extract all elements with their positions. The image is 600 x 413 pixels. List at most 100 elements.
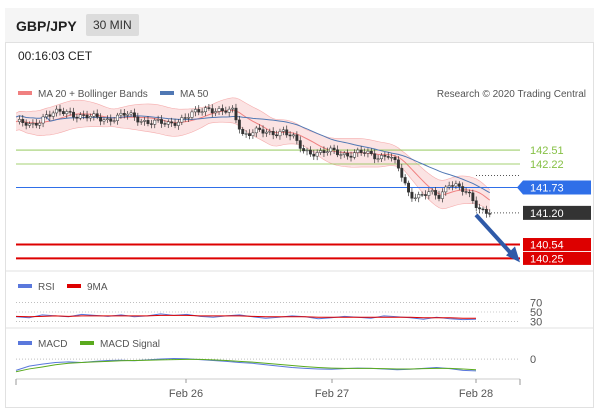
ma50-legend-swatch [160,91,174,95]
candle-body [173,122,177,126]
candle-body [21,119,25,123]
candle-body [430,190,434,193]
macd-legend-swatch [18,341,32,345]
candle-body [447,185,451,188]
candle-body [363,152,367,154]
candle-body [474,200,478,208]
rsi-ma-legend-swatch [67,284,81,288]
candle-body [58,108,62,112]
candle-body [346,152,350,157]
support-level-label: 140.25 [530,253,564,265]
resistance-level-label: 142.22 [530,159,564,171]
candle-body [322,150,326,153]
candle-body [454,183,458,187]
candle-body [468,191,471,194]
candle-body [163,123,167,125]
candle-body [471,192,475,202]
candle-body [308,149,312,155]
x-tick-label: Feb 26 [169,388,203,400]
support-level-tag [523,251,591,265]
candle-body [129,112,133,115]
candle-body [227,108,231,113]
bollinger-legend-label: MA 20 + Bollinger Bands [38,89,148,100]
candle-body [24,122,28,126]
candle-body [207,107,211,109]
candle-body [484,208,488,214]
clock-readout: 00:16:03 CET [18,49,93,63]
candle-body [386,156,390,158]
candle-body [95,113,99,118]
candle-body [75,116,79,119]
candle-body [68,111,72,113]
candle-body [281,129,285,132]
candle-body [146,120,150,124]
candle-body [139,121,143,123]
candle-body [99,116,103,122]
support-level-label: 140.54 [530,240,564,252]
candle-body [424,194,427,196]
macd-panel: 0 [15,354,536,373]
candle-body [72,111,75,118]
candle-body [116,114,119,121]
candle-body [332,147,336,151]
candle-body [366,150,370,154]
candle-body [234,107,238,121]
rsi-ma-legend-label: 9MA [87,282,108,293]
forecast-arrow-head [506,246,520,263]
candle-body [126,113,130,116]
candle-body [82,114,86,116]
rsi-legend-swatch [18,284,32,288]
candle-body [119,112,123,116]
candle-body [214,111,218,114]
candle-body [85,114,89,119]
candle-body [78,114,82,119]
ma50-legend-label: MA 50 [180,89,209,100]
candle-body [166,121,170,125]
candle-body [342,152,346,155]
candle-body [251,132,255,136]
timeframe-button[interactable]: 30 MIN [86,14,139,36]
candle-body [31,122,35,125]
chart-header: GBP/JPY 30 MIN [5,8,594,43]
candle-body [153,119,157,125]
candle-body [197,109,201,113]
bollinger-band-fill [16,97,490,211]
rsi-legend-label: RSI [38,282,55,293]
candle-body [248,133,251,136]
candle-body [434,190,438,196]
candle-body [488,213,492,215]
candle-body [352,152,356,158]
candle-body [136,116,140,123]
candle-body [176,121,180,126]
candle-body [285,129,289,136]
copyright-text: Research © 2020 Trading Central [437,89,586,100]
candle-body [413,197,417,199]
candle-body [187,117,191,119]
candle-body [376,158,380,160]
x-tick-label: Feb 27 [315,388,349,400]
candle-body [278,131,282,137]
rsi-panel-series-line [15,314,476,319]
candle-body [444,186,448,193]
candle-body [231,107,235,110]
candle-body [461,186,465,192]
candle-body [481,208,485,210]
candle-body [190,111,194,118]
candle-body [105,118,109,120]
candle-body [396,159,400,169]
candle-body [373,153,377,160]
candle-body [336,149,339,156]
candle-body [369,150,373,154]
candle-body [180,117,184,123]
candle-body [241,128,245,135]
macd-panel-series-line [15,358,477,373]
candle-body [204,107,207,113]
candle-body [261,129,265,134]
macd-signal-legend-label: MACD Signal [100,339,160,350]
candle-body [451,185,454,187]
candle-body [464,191,468,193]
candle-body [359,149,363,153]
candle-body [393,157,397,161]
rsi-panel-tick-label: 50 [530,307,542,319]
candle-body [356,149,360,153]
